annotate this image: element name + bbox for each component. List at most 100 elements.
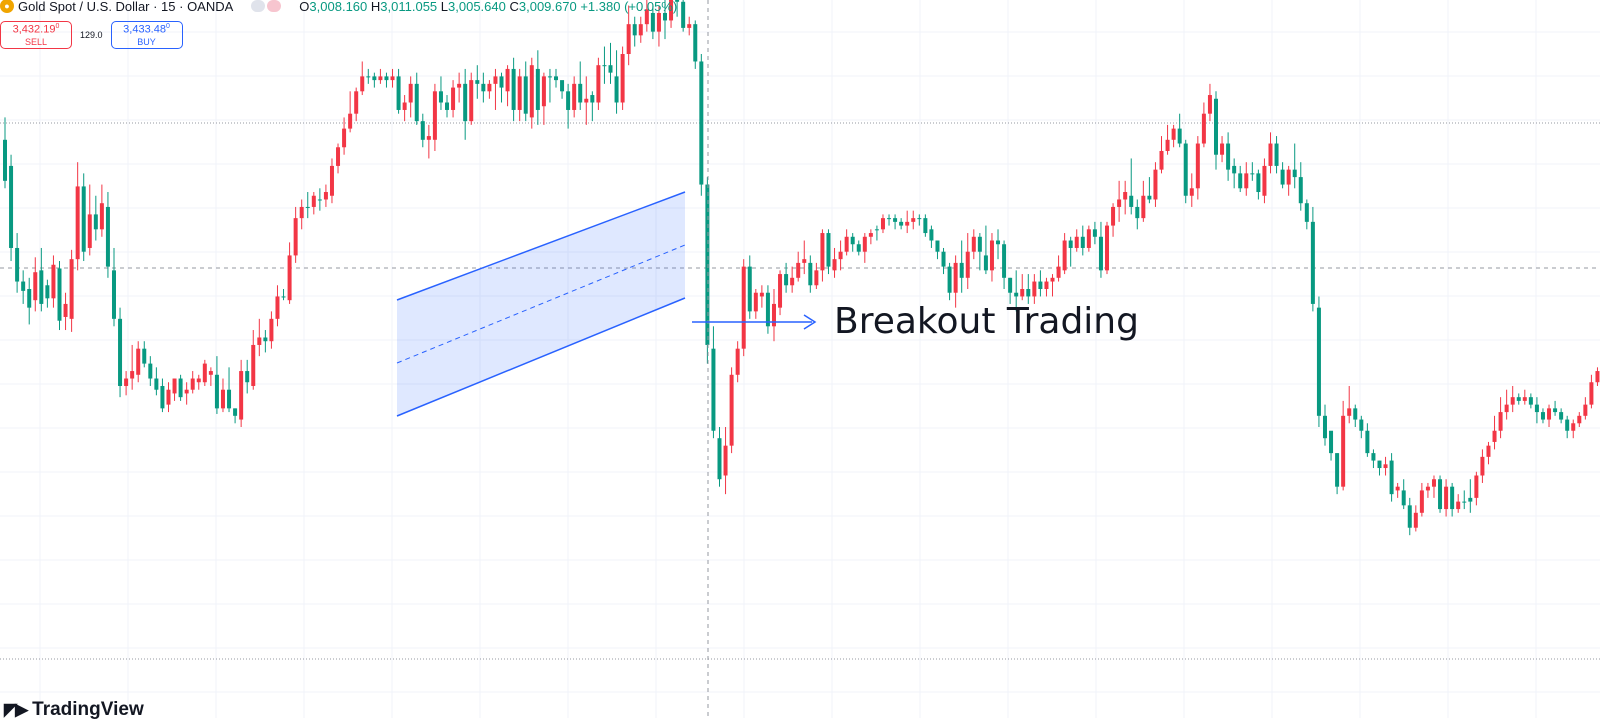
candle-down: [1153, 169, 1158, 200]
candle-up: [366, 76, 371, 78]
candle-down: [1431, 479, 1436, 487]
candle-up: [148, 363, 153, 379]
candle-down: [1056, 266, 1061, 278]
candle-up: [396, 76, 401, 110]
candle-down: [354, 91, 359, 114]
candle-down: [1583, 404, 1588, 416]
candle-up: [675, 0, 680, 2]
sell-price-main: 3,432.19: [12, 23, 56, 36]
candle-up: [475, 80, 480, 84]
candle-up: [45, 285, 50, 299]
candle-up: [662, 12, 667, 21]
candle-down: [311, 195, 316, 207]
candle-down: [771, 303, 776, 327]
candle-down: [911, 218, 916, 222]
candle-down: [402, 102, 407, 110]
candle-down: [620, 54, 625, 103]
sell-button[interactable]: 3,432.190 SELL: [0, 21, 72, 49]
wave-pill-icon[interactable]: [267, 0, 282, 12]
channel-midline: [396, 244, 686, 364]
candle-down: [432, 91, 437, 140]
candle-up: [1026, 289, 1031, 297]
collapse-pill-icon[interactable]: [251, 0, 266, 12]
candle-up: [245, 371, 250, 383]
candle-down: [1044, 281, 1049, 289]
candle-up: [227, 389, 232, 409]
candle-down: [1105, 225, 1110, 271]
candle-down: [33, 272, 38, 301]
candle-down: [1498, 412, 1503, 431]
candle-down: [208, 371, 213, 375]
candle-down: [184, 389, 189, 394]
candle-up: [1565, 419, 1570, 431]
breakout-annotation[interactable]: Breakout Trading: [692, 301, 1139, 342]
tradingview-brand[interactable]: ◤▶ TradingView: [4, 699, 144, 721]
candle-down: [1595, 371, 1600, 383]
candle-down: [626, 24, 631, 55]
candle-down: [1123, 192, 1128, 200]
candle-up: [1316, 307, 1321, 416]
candle-up: [929, 229, 934, 241]
candle-up: [372, 76, 377, 81]
candle-down: [729, 374, 734, 446]
buy-price: 3,433.480: [123, 23, 170, 36]
candle-up: [566, 91, 571, 110]
candle-down: [1201, 113, 1206, 144]
candle-up: [893, 218, 898, 222]
ohlc-readout: O3,008.160 H3,011.055 L3,005.640 C3,009.…: [299, 0, 677, 14]
candle-down: [905, 221, 910, 226]
candle-up: [1559, 412, 1564, 420]
low-value: 3,005.640: [448, 0, 506, 14]
candle-down: [1456, 501, 1461, 510]
candle-down: [814, 270, 819, 286]
candle-up: [941, 251, 946, 267]
candle-down: [596, 65, 601, 103]
candle-up: [214, 374, 219, 409]
candle-up: [1377, 460, 1382, 469]
candle-down: [1268, 143, 1273, 166]
candle-down: [75, 186, 80, 260]
candle-up: [445, 102, 450, 110]
candlestick-series: [3, 0, 1600, 536]
ascending-channel-drawing[interactable]: [396, 191, 686, 417]
buy-label: BUY: [137, 36, 156, 47]
candle-up: [681, 1, 686, 28]
candle-down: [880, 218, 885, 230]
symbol-title[interactable]: Gold Spot / U.S. Dollar · 15 · OANDA: [18, 0, 234, 14]
candle-up: [414, 83, 419, 122]
candle-up: [142, 348, 147, 364]
candle-down: [451, 87, 456, 110]
candle-down: [487, 83, 492, 92]
candle-up: [983, 255, 988, 271]
candle-up: [1401, 490, 1406, 506]
indicator-toggle-pills[interactable]: [251, 0, 282, 12]
candle-up: [317, 199, 322, 201]
candle-up: [693, 24, 698, 62]
candle-up: [608, 65, 613, 73]
candle-up: [1534, 404, 1539, 413]
candle-up: [899, 221, 904, 226]
candle-down: [572, 83, 577, 110]
candle-down: [1395, 486, 1400, 491]
candle-down: [378, 76, 383, 81]
candle-down: [1159, 150, 1164, 170]
candle-up: [1438, 479, 1443, 510]
candle-up: [1304, 203, 1309, 222]
candle-down: [299, 206, 304, 219]
candle-down: [457, 83, 462, 88]
candle-down: [1111, 206, 1116, 226]
candle-up: [263, 337, 268, 342]
candle-down: [323, 192, 328, 200]
candle-down: [469, 80, 474, 122]
candle-up: [1177, 128, 1182, 144]
candle-down: [269, 318, 274, 342]
candle-up: [1389, 460, 1394, 495]
buy-button[interactable]: 3,433.480 BUY: [110, 21, 183, 49]
candle-down: [1425, 486, 1430, 491]
candle-up: [947, 266, 952, 293]
candle-up: [874, 229, 879, 231]
candle-up: [1129, 195, 1134, 207]
candle-down: [868, 233, 873, 237]
